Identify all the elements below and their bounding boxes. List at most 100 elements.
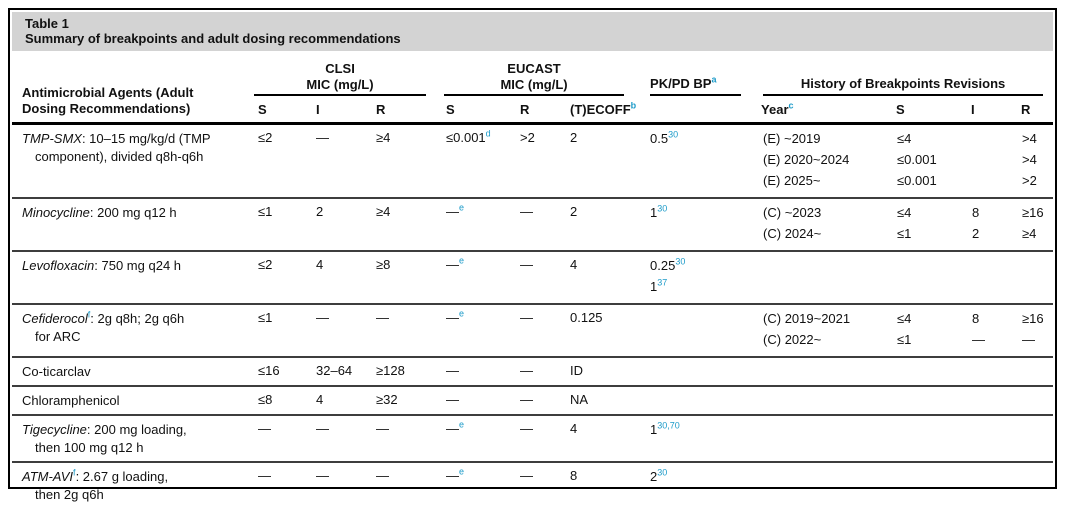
- clsi-i-cell: 4: [300, 386, 360, 415]
- clsi-i-cell: 4: [300, 251, 360, 304]
- pkpd-cell: [634, 386, 745, 415]
- clsi-r-header: R: [360, 96, 430, 124]
- history-year: (C) 2019~2021: [745, 310, 880, 328]
- footnote-marker: e: [459, 203, 464, 213]
- ecoff-cell: NA: [554, 386, 634, 415]
- citation-link[interactable]: 30: [657, 468, 667, 478]
- history-i-value: —: [955, 331, 1005, 349]
- history-r-value: >4: [1005, 151, 1053, 169]
- clsi-s-cell: ≤1: [242, 304, 300, 357]
- eucast-s-cell: —: [430, 357, 504, 386]
- citation-link[interactable]: 30,70: [657, 421, 680, 431]
- history-i-value: [955, 130, 1005, 148]
- ecoff-cell: 4: [554, 251, 634, 304]
- clsi-i-cell: —: [300, 462, 360, 508]
- ecoff-cell: 2: [554, 198, 634, 251]
- history-i-value: [955, 151, 1005, 169]
- year-header: Yearc: [745, 96, 880, 124]
- history-cell: [745, 415, 1053, 462]
- history-year: (C) ~2023: [745, 204, 880, 222]
- clsi-r-cell: ≥128: [360, 357, 430, 386]
- clsi-s-header: S: [242, 96, 300, 124]
- history-r-value: —: [1005, 331, 1053, 349]
- eucast-r-cell: —: [504, 386, 554, 415]
- citation-link[interactable]: 30: [657, 204, 667, 214]
- eucast-r-header: R: [504, 96, 554, 124]
- pkpd-subheader-spacer: [634, 96, 745, 124]
- history-i-value: 8: [955, 310, 1005, 328]
- clsi-i-cell: —: [300, 124, 360, 199]
- footnote-marker: e: [459, 420, 464, 430]
- eucast-s-cell: —e: [430, 251, 504, 304]
- history-year: (E) ~2019: [745, 130, 880, 148]
- pkpd-cell: 130: [634, 198, 745, 251]
- pkpd-cell: [634, 357, 745, 386]
- history-s-value: ≤0.001: [880, 172, 955, 190]
- clsi-s-cell: —: [242, 415, 300, 462]
- clsi-i-cell: 32–64: [300, 357, 360, 386]
- history-r-value: >2: [1005, 172, 1053, 190]
- footnote-marker: f: [88, 310, 91, 320]
- history-revision-line: (E) 2025~≤0.001 >2: [745, 172, 1053, 190]
- eucast-s-cell: ≤0.001d: [430, 124, 504, 199]
- history-i-value: [955, 172, 1005, 190]
- table-row: Tigecycline: 200 mg loading,then 100 mg …: [12, 415, 1053, 462]
- history-cell: [745, 462, 1053, 508]
- clsi-s-cell: ≤16: [242, 357, 300, 386]
- agent-column-header: Antimicrobial Agents (Adult Dosing Recom…: [12, 51, 242, 124]
- clsi-i-cell: —: [300, 304, 360, 357]
- history-r-value: ≥16: [1005, 204, 1053, 222]
- agent-cell: Levofloxacin: 750 mg q24 h: [12, 251, 242, 304]
- history-s-value: ≤4: [880, 204, 955, 222]
- clsi-r-cell: —: [360, 462, 430, 508]
- history-year: (E) 2025~: [745, 172, 880, 190]
- history-cell: [745, 357, 1053, 386]
- footnote-marker: d: [486, 129, 491, 139]
- citation-link[interactable]: 30: [668, 130, 678, 140]
- footnote-marker: e: [459, 309, 464, 319]
- history-s-value: ≤4: [880, 310, 955, 328]
- history-revision-line: (C) 2022~≤1——: [745, 331, 1053, 349]
- clsi-s-cell: ≤8: [242, 386, 300, 415]
- pkpd-cell: [634, 304, 745, 357]
- pkpd-group-header: PK/PD BPa: [634, 51, 745, 96]
- history-s-value: ≤0.001: [880, 151, 955, 169]
- ecoff-cell: 8: [554, 462, 634, 508]
- footnote-marker: b: [631, 101, 637, 111]
- footnote-marker: c: [789, 101, 794, 111]
- pkpd-cell: 130,70: [634, 415, 745, 462]
- eucast-r-cell: —: [504, 462, 554, 508]
- history-cell: (E) ~2019≤4>4(E) 2020~2024≤0.001>4(E) 20…: [745, 124, 1053, 199]
- clsi-i-header: I: [300, 96, 360, 124]
- history-group-header: History of Breakpoints Revisions: [745, 51, 1053, 96]
- history-s-value: ≤1: [880, 331, 955, 349]
- history-s-value: ≤4: [880, 130, 955, 148]
- eucast-r-cell: —: [504, 198, 554, 251]
- eucast-s-cell: —: [430, 386, 504, 415]
- agent-cell: Minocycline: 200 mg q12 h: [12, 198, 242, 251]
- history-revision-line: (E) ~2019≤4>4: [745, 130, 1053, 148]
- history-r-value: ≥16: [1005, 310, 1053, 328]
- citation-link[interactable]: 37: [657, 278, 667, 288]
- footnote-marker: e: [459, 256, 464, 266]
- table-caption: Summary of breakpoints and adult dosing …: [25, 31, 1043, 46]
- clsi-i-cell: —: [300, 415, 360, 462]
- clsi-r-cell: ≥8: [360, 251, 430, 304]
- citation-link[interactable]: 30: [675, 257, 685, 267]
- eucast-s-cell: —e: [430, 462, 504, 508]
- group-header-row: Antimicrobial Agents (Adult Dosing Recom…: [12, 51, 1053, 96]
- clsi-s-cell: ≤2: [242, 124, 300, 199]
- history-r-value: ≥4: [1005, 225, 1053, 243]
- ecoff-cell: 0.125: [554, 304, 634, 357]
- pkpd-cell: 230: [634, 462, 745, 508]
- history-i-header: I: [955, 96, 1005, 124]
